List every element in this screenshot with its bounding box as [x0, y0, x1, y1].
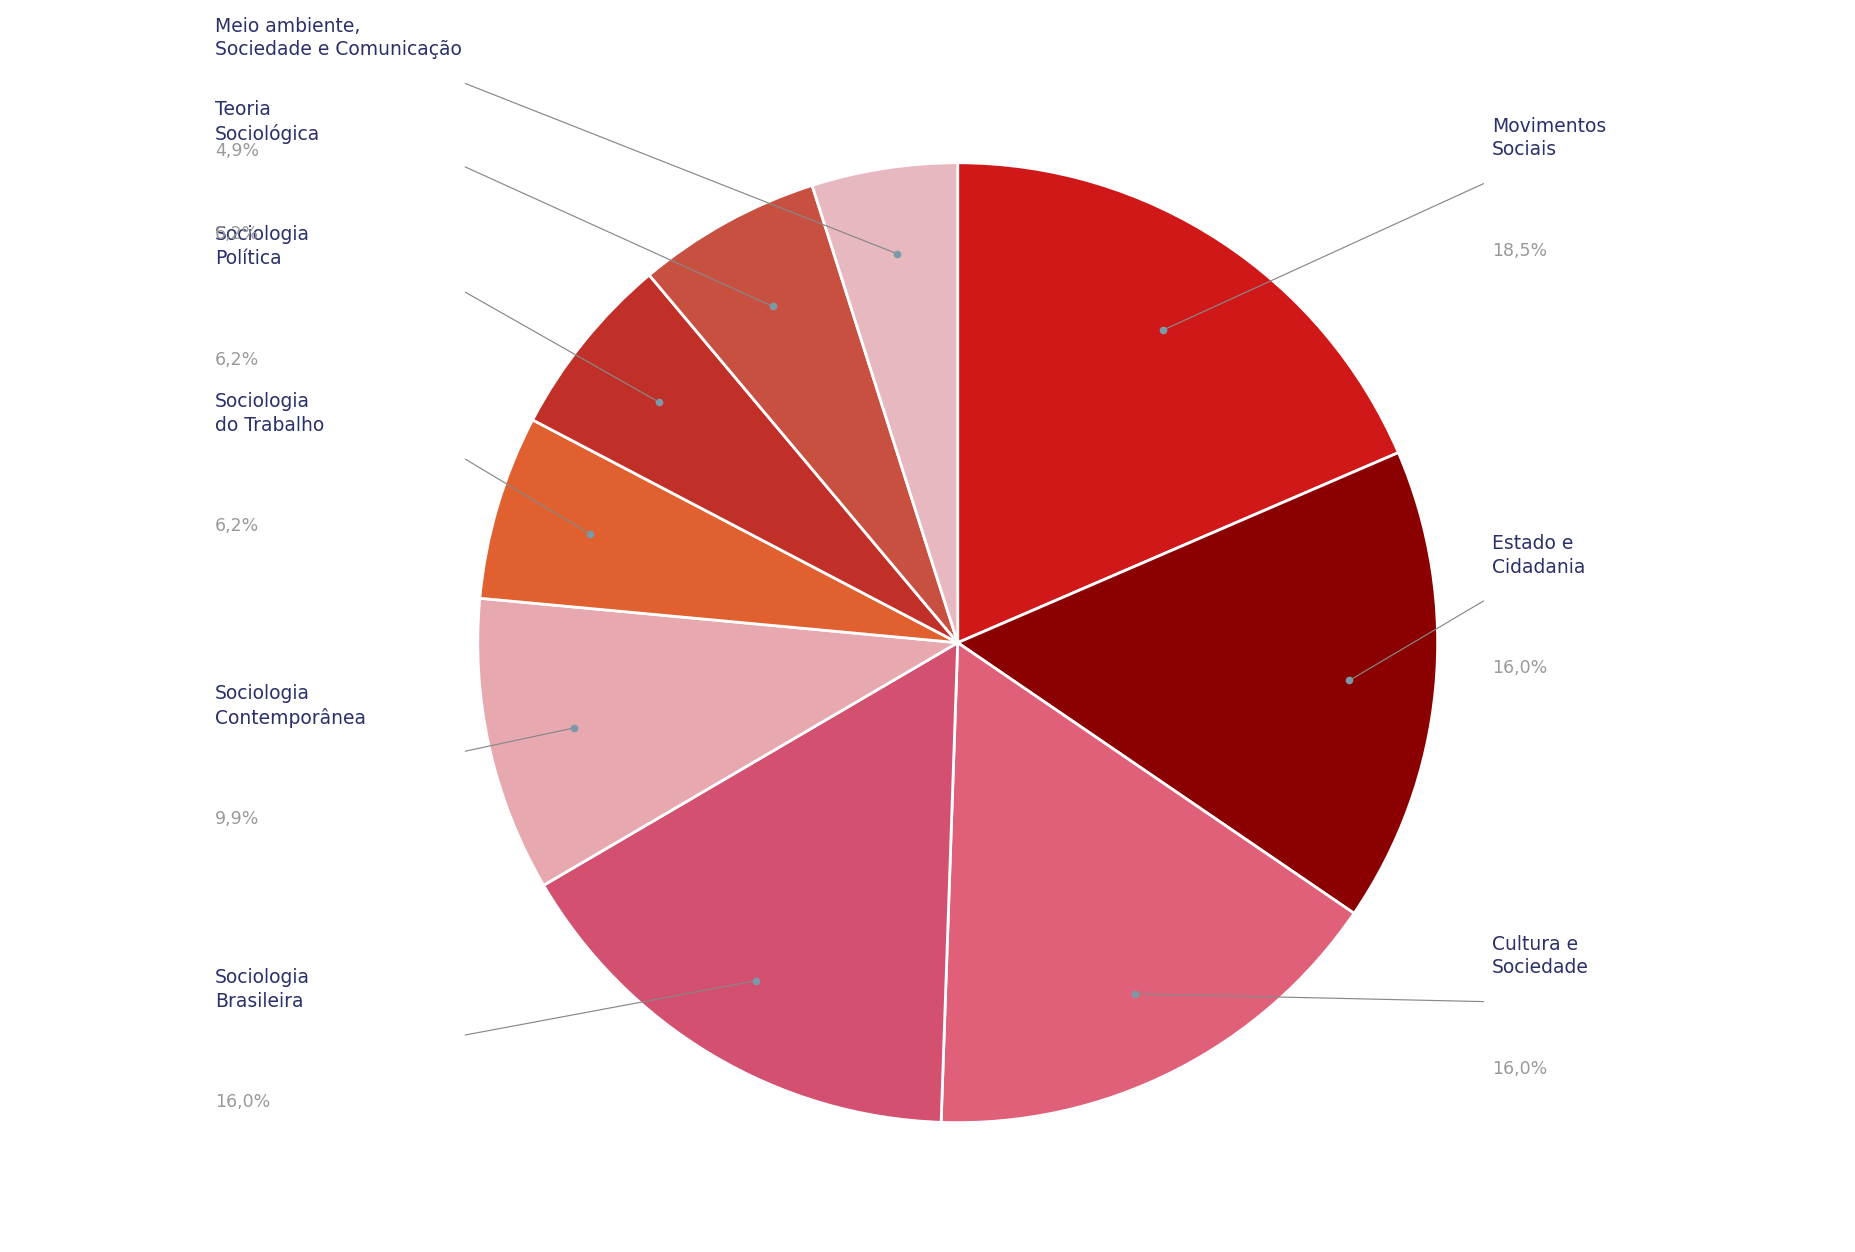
Text: SOCIOLOGIA: SOCIOLOGIA: [28, 501, 61, 751]
Text: 16,0%: 16,0%: [215, 1093, 271, 1112]
Wedge shape: [480, 419, 957, 642]
Text: 16,0%: 16,0%: [1491, 1060, 1547, 1078]
Wedge shape: [812, 163, 957, 642]
Text: 16,0%: 16,0%: [1491, 660, 1547, 677]
Wedge shape: [532, 275, 957, 642]
Text: 6,2%: 6,2%: [215, 225, 260, 243]
Text: Cultura e
Sociedade: Cultura e Sociedade: [1491, 935, 1588, 978]
Wedge shape: [649, 185, 957, 642]
Text: 6,2%: 6,2%: [215, 517, 260, 536]
Text: 9,9%: 9,9%: [215, 810, 260, 828]
Wedge shape: [477, 598, 957, 885]
Text: Sociologia
Brasileira: Sociologia Brasileira: [215, 968, 310, 1010]
Text: Sociologia
Contemporânea: Sociologia Contemporânea: [215, 685, 365, 729]
Text: Meio ambiente,
Sociedade e Comunicação: Meio ambiente, Sociedade e Comunicação: [215, 16, 462, 59]
Text: Sociologia
Política: Sociologia Política: [215, 225, 310, 268]
Text: 6,2%: 6,2%: [215, 351, 260, 368]
Wedge shape: [957, 453, 1438, 913]
Text: Sociologia
do Trabalho: Sociologia do Trabalho: [215, 392, 325, 434]
Text: Movimentos
Sociais: Movimentos Sociais: [1491, 116, 1605, 159]
Text: 18,5%: 18,5%: [1491, 242, 1547, 260]
Text: 4,9%: 4,9%: [215, 141, 260, 160]
Wedge shape: [940, 642, 1354, 1123]
Wedge shape: [957, 163, 1397, 642]
Text: Estado e
Cidadania: Estado e Cidadania: [1491, 535, 1584, 577]
Wedge shape: [544, 642, 957, 1122]
Text: Teoria
Sociológica: Teoria Sociológica: [215, 100, 319, 144]
